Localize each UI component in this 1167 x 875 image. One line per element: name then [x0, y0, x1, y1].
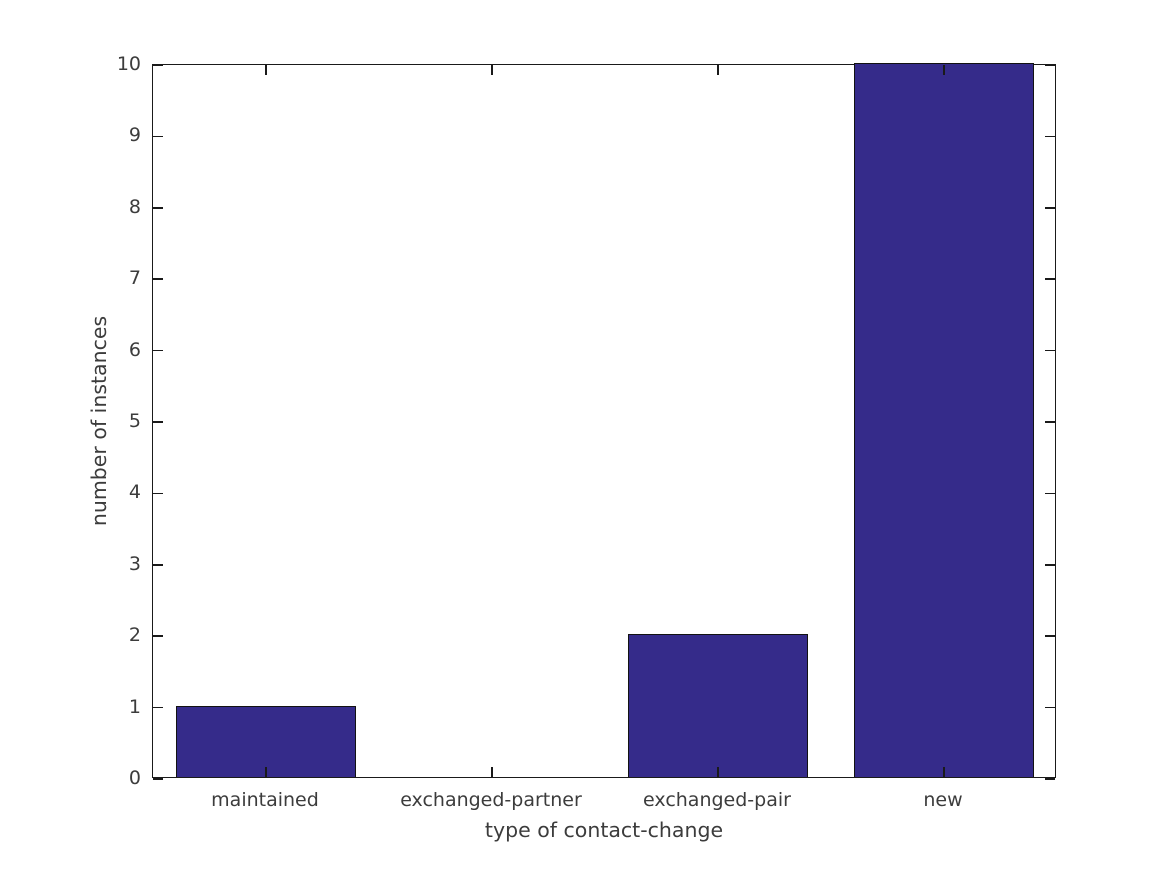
- y-tick-mark: [153, 564, 163, 566]
- x-tick-label: maintained: [211, 789, 319, 811]
- x-tick-label: exchanged-partner: [400, 789, 582, 811]
- x-tick-mark-top: [265, 65, 267, 75]
- y-tick-mark-right: [1045, 778, 1055, 780]
- y-tick-mark: [153, 278, 163, 280]
- y-tick-label: 2: [128, 624, 141, 647]
- y-tick-label: 5: [128, 410, 141, 432]
- y-tick-mark-right: [1045, 278, 1055, 280]
- y-tick-mark-right: [1045, 207, 1055, 209]
- y-tick-mark: [153, 492, 163, 495]
- y-tick-mark: [153, 421, 163, 423]
- x-tick-mark: [717, 767, 719, 777]
- x-tick-mark: [491, 767, 493, 777]
- x-tick-mark-top: [717, 65, 719, 75]
- y-tick-mark: [153, 778, 163, 780]
- y-tick-label: 3: [128, 552, 141, 575]
- y-tick-label: 4: [128, 481, 141, 504]
- y-tick-label: 10: [116, 53, 141, 75]
- y-tick-mark-right: [1045, 64, 1055, 66]
- x-tick-mark: [265, 767, 267, 777]
- y-tick-mark: [153, 635, 163, 637]
- bar-exchanged-pair: [627, 634, 809, 777]
- y-tick-mark-right: [1045, 135, 1055, 138]
- y-tick-mark: [153, 64, 163, 66]
- y-tick-label: 8: [128, 195, 141, 218]
- y-tick-mark-right: [1045, 635, 1055, 637]
- y-tick-label: 6: [128, 338, 141, 361]
- y-tick-label: 9: [128, 124, 141, 147]
- y-tick-mark: [153, 706, 163, 709]
- y-tick-mark-right: [1045, 349, 1055, 352]
- y-tick-label: 1: [128, 695, 141, 718]
- y-tick-mark: [153, 207, 163, 209]
- plot-area: [152, 63, 1056, 780]
- y-tick-mark: [153, 135, 163, 138]
- y-tick-label: 0: [128, 767, 141, 789]
- y-tick-mark-right: [1045, 564, 1055, 566]
- y-tick-mark-right: [1045, 421, 1055, 423]
- bar-new: [853, 63, 1035, 777]
- plot-inner: [153, 63, 1055, 780]
- y-tick-mark: [153, 349, 163, 352]
- x-axis-title: type of contact-change: [484, 818, 724, 842]
- y-tick-mark-right: [1045, 492, 1055, 495]
- bar-maintained: [175, 705, 357, 777]
- x-tick-mark: [943, 767, 945, 777]
- y-tick-mark-right: [1045, 706, 1055, 709]
- y-tick-label: 7: [128, 267, 141, 290]
- x-tick-label: exchanged-pair: [643, 789, 791, 811]
- x-tick-label: new: [923, 789, 963, 811]
- x-tick-mark-top: [491, 65, 493, 75]
- x-tick-mark-top: [943, 65, 945, 75]
